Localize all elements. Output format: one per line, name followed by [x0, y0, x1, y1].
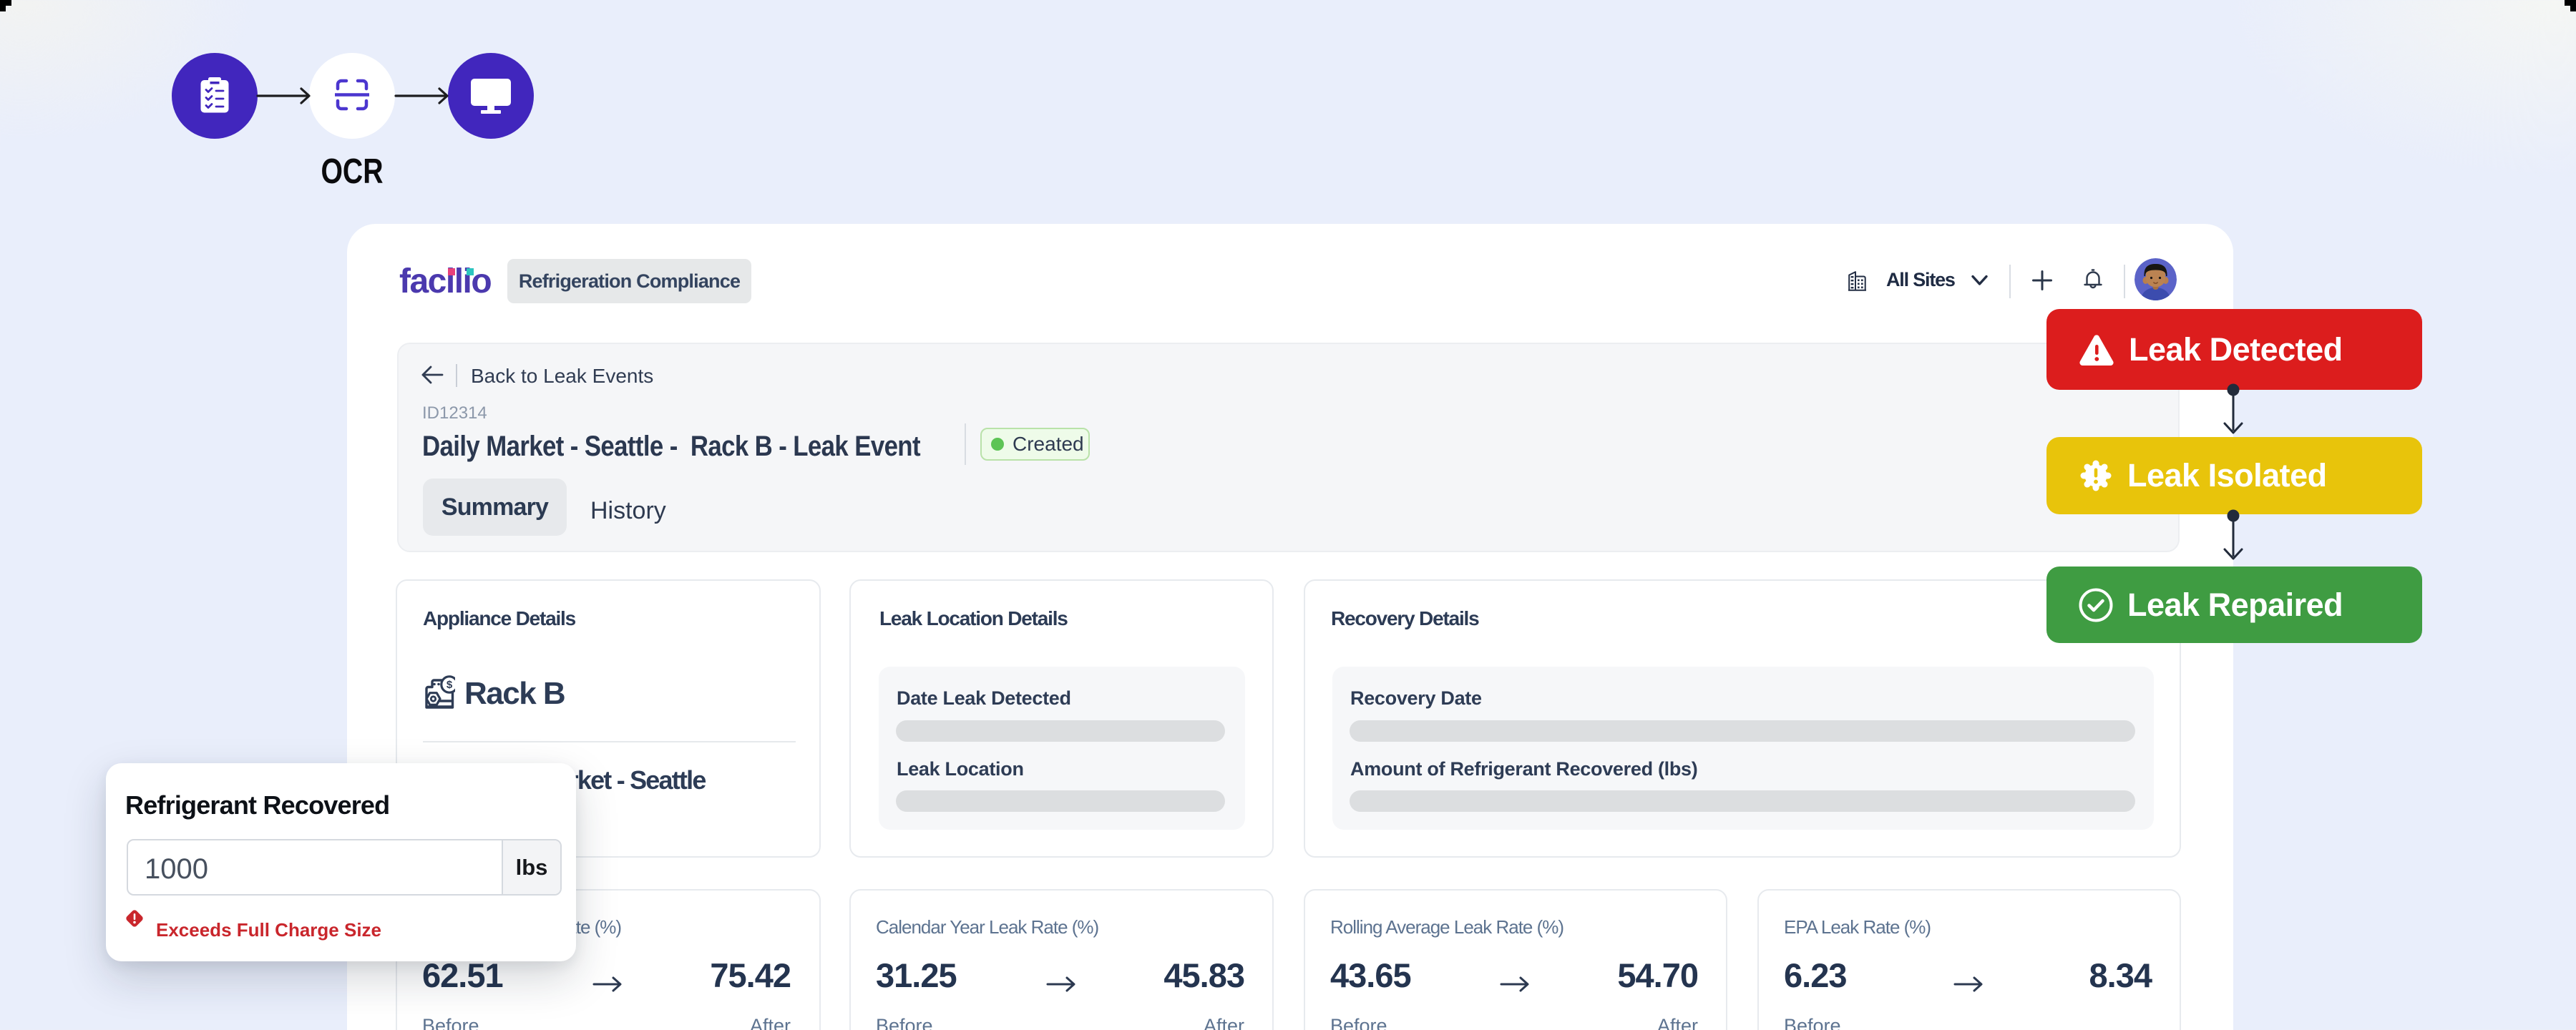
svg-text:$: $ [447, 679, 453, 691]
